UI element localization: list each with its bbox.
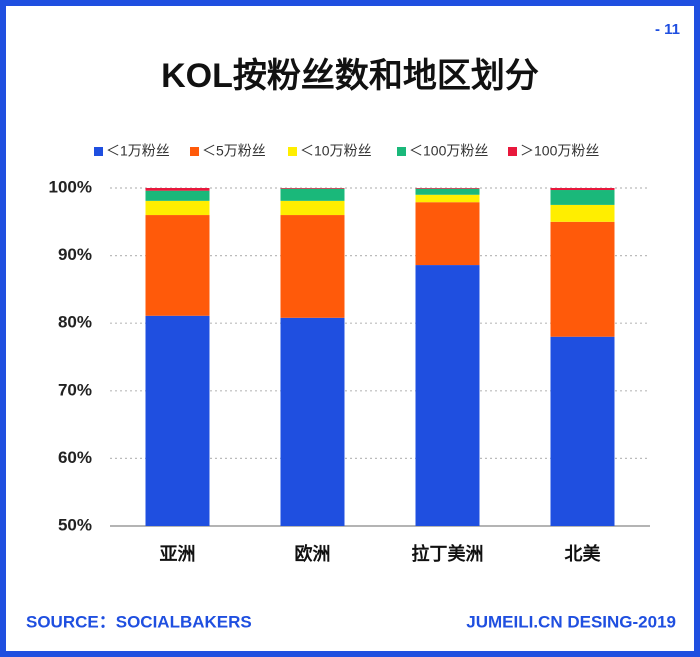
legend-swatch [190, 147, 199, 156]
bar-segment [415, 202, 480, 266]
bar-segment [145, 200, 210, 216]
bar-segment [550, 221, 615, 337]
bar-segment [415, 265, 480, 526]
page-number: - 11 [655, 21, 680, 38]
chart-title: KOL按粉丝数和地区划分 [161, 57, 539, 95]
x-tick-label: 拉丁美洲 [412, 543, 484, 564]
bar-segment [145, 190, 210, 201]
source: SOURCE：SOCIALBAKERS [26, 612, 252, 631]
y-tick-label: 80% [58, 313, 92, 332]
x-tick-label: 亚洲 [160, 544, 196, 564]
bar-segment [550, 336, 615, 526]
legend-label: ＜1万粉丝 [106, 143, 170, 159]
bar-segment [280, 317, 345, 526]
y-tick-label: 60% [58, 448, 92, 467]
bar-segment [280, 188, 345, 201]
legend-label: ＞100万粉丝 [520, 143, 599, 159]
bar-segment [550, 188, 615, 191]
bar-segment [280, 215, 345, 318]
bar-segment [415, 188, 480, 195]
bar-segment [280, 188, 345, 189]
bar-segment [280, 200, 345, 216]
legend-label: ＜10万粉丝 [300, 143, 372, 159]
credit: JUMEILI.CN DESING-2019 [466, 612, 676, 631]
bar-segment [550, 190, 615, 205]
legend-swatch [397, 147, 406, 156]
y-tick-label: 70% [58, 380, 92, 399]
y-tick-label: 50% [58, 515, 92, 534]
legend-swatch [508, 147, 517, 156]
x-tick-label: 北美 [565, 543, 601, 564]
y-tick-label: 100% [49, 177, 92, 196]
legend-label: ＜100万粉丝 [409, 143, 488, 159]
bar-segment [415, 188, 480, 189]
legend-swatch [94, 147, 103, 156]
bar-segment [145, 215, 210, 316]
bar-segment [145, 315, 210, 526]
bar-segment [145, 188, 210, 191]
y-tick-label: 90% [58, 245, 92, 264]
x-tick-label: 欧洲 [295, 543, 331, 564]
legend-label: ＜5万粉丝 [202, 143, 266, 159]
bar-segment [550, 204, 615, 222]
legend-swatch [288, 147, 297, 156]
bar-segment [415, 194, 480, 203]
